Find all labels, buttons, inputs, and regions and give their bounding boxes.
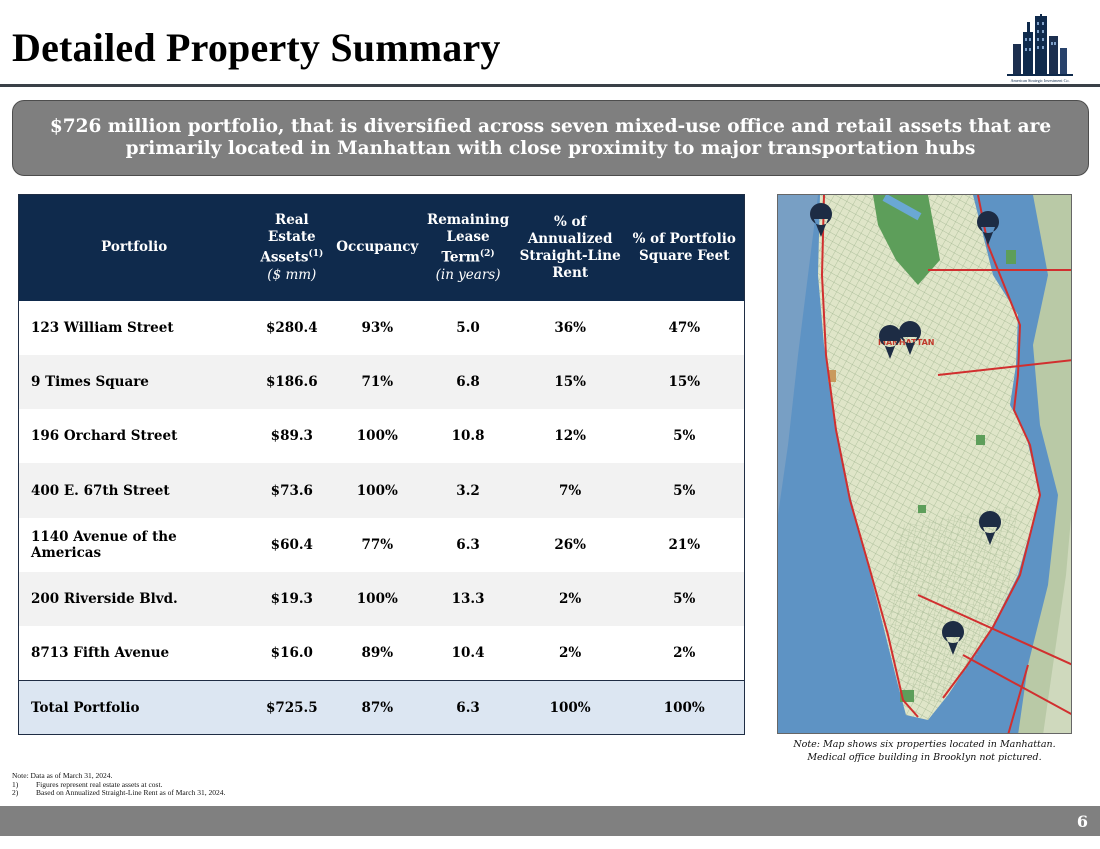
annualized-rent: 7% [515, 463, 625, 518]
property-name: 123 William Street [31, 319, 174, 336]
map-note: Note: Map shows six properties located i… [793, 739, 1056, 763]
lease-term: 6.8 [420, 354, 516, 410]
annualized-rent: 2% [559, 645, 582, 662]
annualized-rent: 12% [554, 428, 586, 445]
property-name: 200 Riverside Blvd. [18, 571, 250, 627]
header-portfolio: Portfolio [18, 194, 250, 301]
page-number: 6 [1076, 812, 1088, 831]
occupancy: 100% [334, 571, 421, 627]
table-row: 123 William Street $280.4 93% 5.0 36% 47… [19, 301, 745, 355]
lease-term: 6.3 [456, 536, 480, 553]
table-row: 200 Riverside Blvd. $19.3 100% 13.3 2% 5… [18, 571, 745, 627]
property-name: 400 E. 67th Street [18, 463, 250, 518]
total-square-feet: 100% [624, 680, 745, 735]
annualized-rent: 26% [554, 536, 586, 553]
header-annualized-rent: % of Annualized Straight-Line Rent [515, 194, 625, 301]
real-estate-assets: $16.0 [270, 645, 313, 662]
table-header-row: Portfolio Real Estate Assets(1) ($ mm) O… [18, 194, 745, 301]
occupancy: 89% [361, 645, 394, 662]
real-estate-assets: $186.6 [249, 354, 335, 410]
square-feet: 21% [668, 536, 701, 553]
total-row: Total Portfolio $725.5 87% 6.3 100% 100% [18, 680, 745, 735]
footnotes: Note: Data as of March 31, 2024. 1) Figur… [12, 771, 226, 798]
occupancy: 100% [356, 428, 398, 445]
table-row: 9 Times Square $186.6 71% 6.8 15% 15% [18, 354, 745, 410]
total-occupancy: 87% [334, 680, 421, 735]
header-square-feet: % of Portfolio Square Feet [624, 194, 745, 301]
square-feet: 15% [624, 354, 745, 410]
logo-caption: American Strategic Investment Co. [1010, 78, 1069, 83]
real-estate-assets: $19.3 [249, 571, 335, 627]
lease-term: 5.0 [456, 319, 480, 336]
header-real-estate-assets: Real Estate Assets(1) ($ mm) [249, 194, 335, 301]
square-feet: 2% [673, 645, 696, 662]
total-lease-term: 6.3 [420, 680, 516, 735]
occupancy: 71% [334, 354, 421, 410]
footnote-item: 1) Figures represent real estate assets a… [12, 779, 163, 789]
total-name: Total Portfolio [18, 680, 250, 735]
square-feet: 5% [624, 571, 745, 627]
header-lease-term: Remaining Lease Term(2) (in years) [420, 194, 516, 301]
footnote-item: 2) Based on Annualized Straight-Line Rent… [12, 788, 226, 797]
total-real-estate-assets: $725.5 [249, 680, 335, 735]
property-name: 196 Orchard Street [31, 428, 178, 445]
summary-banner: $726 million portfolio, that is diversif… [12, 100, 1089, 176]
property-name: 8713 Fifth Avenue [31, 645, 170, 662]
annualized-rent: 36% [554, 319, 586, 336]
property-name: 9 Times Square [18, 354, 250, 410]
table-row: 8713 Fifth Avenue $16.0 89% 10.4 2% 2% [19, 626, 745, 680]
square-feet: 5% [624, 463, 745, 518]
real-estate-assets: $60.4 [270, 536, 313, 553]
square-feet: 47% [668, 319, 701, 336]
manhattan-map-icon: MANHATTAN [777, 194, 1072, 734]
annualized-rent: 15% [515, 354, 625, 410]
table-row: 400 E. 67th Street $73.6 100% 3.2 7% 5% [18, 463, 745, 518]
header-occupancy: Occupancy [334, 194, 421, 301]
real-estate-assets: $280.4 [265, 319, 318, 336]
real-estate-assets: $89.3 [270, 428, 313, 445]
lease-term: 3.2 [420, 463, 516, 518]
footer-bar: 6 [0, 806, 1100, 836]
real-estate-assets: $73.6 [249, 463, 335, 518]
footnote-note: Note: Data as of March 31, 2024. [12, 771, 113, 780]
property-summary-table: Portfolio Real Estate Assets(1) ($ mm) O… [18, 194, 745, 736]
lease-term: 10.8 [451, 428, 485, 445]
title-divider [0, 84, 1100, 87]
occupancy: 93% [361, 319, 394, 336]
occupancy: 77% [361, 536, 394, 553]
property-name: 1140 Avenue of the Americas [31, 528, 177, 561]
occupancy: 100% [334, 463, 421, 518]
table-row: 1140 Avenue of the Americas $60.4 77% 6.… [19, 518, 745, 572]
summary-banner-text: $726 million portfolio, that is diversif… [49, 116, 1052, 159]
page-title: Detailed Property Summary [12, 25, 501, 70]
table-row: 196 Orchard Street $89.3 100% 10.8 12% 5… [19, 409, 745, 463]
lease-term: 13.3 [420, 571, 516, 627]
total-annualized-rent: 100% [515, 680, 625, 735]
square-feet: 5% [673, 428, 696, 445]
lease-term: 10.4 [451, 645, 485, 662]
city-skyline-logo-icon: American Strategic Investment Co. [1005, 14, 1075, 84]
annualized-rent: 2% [515, 571, 625, 627]
